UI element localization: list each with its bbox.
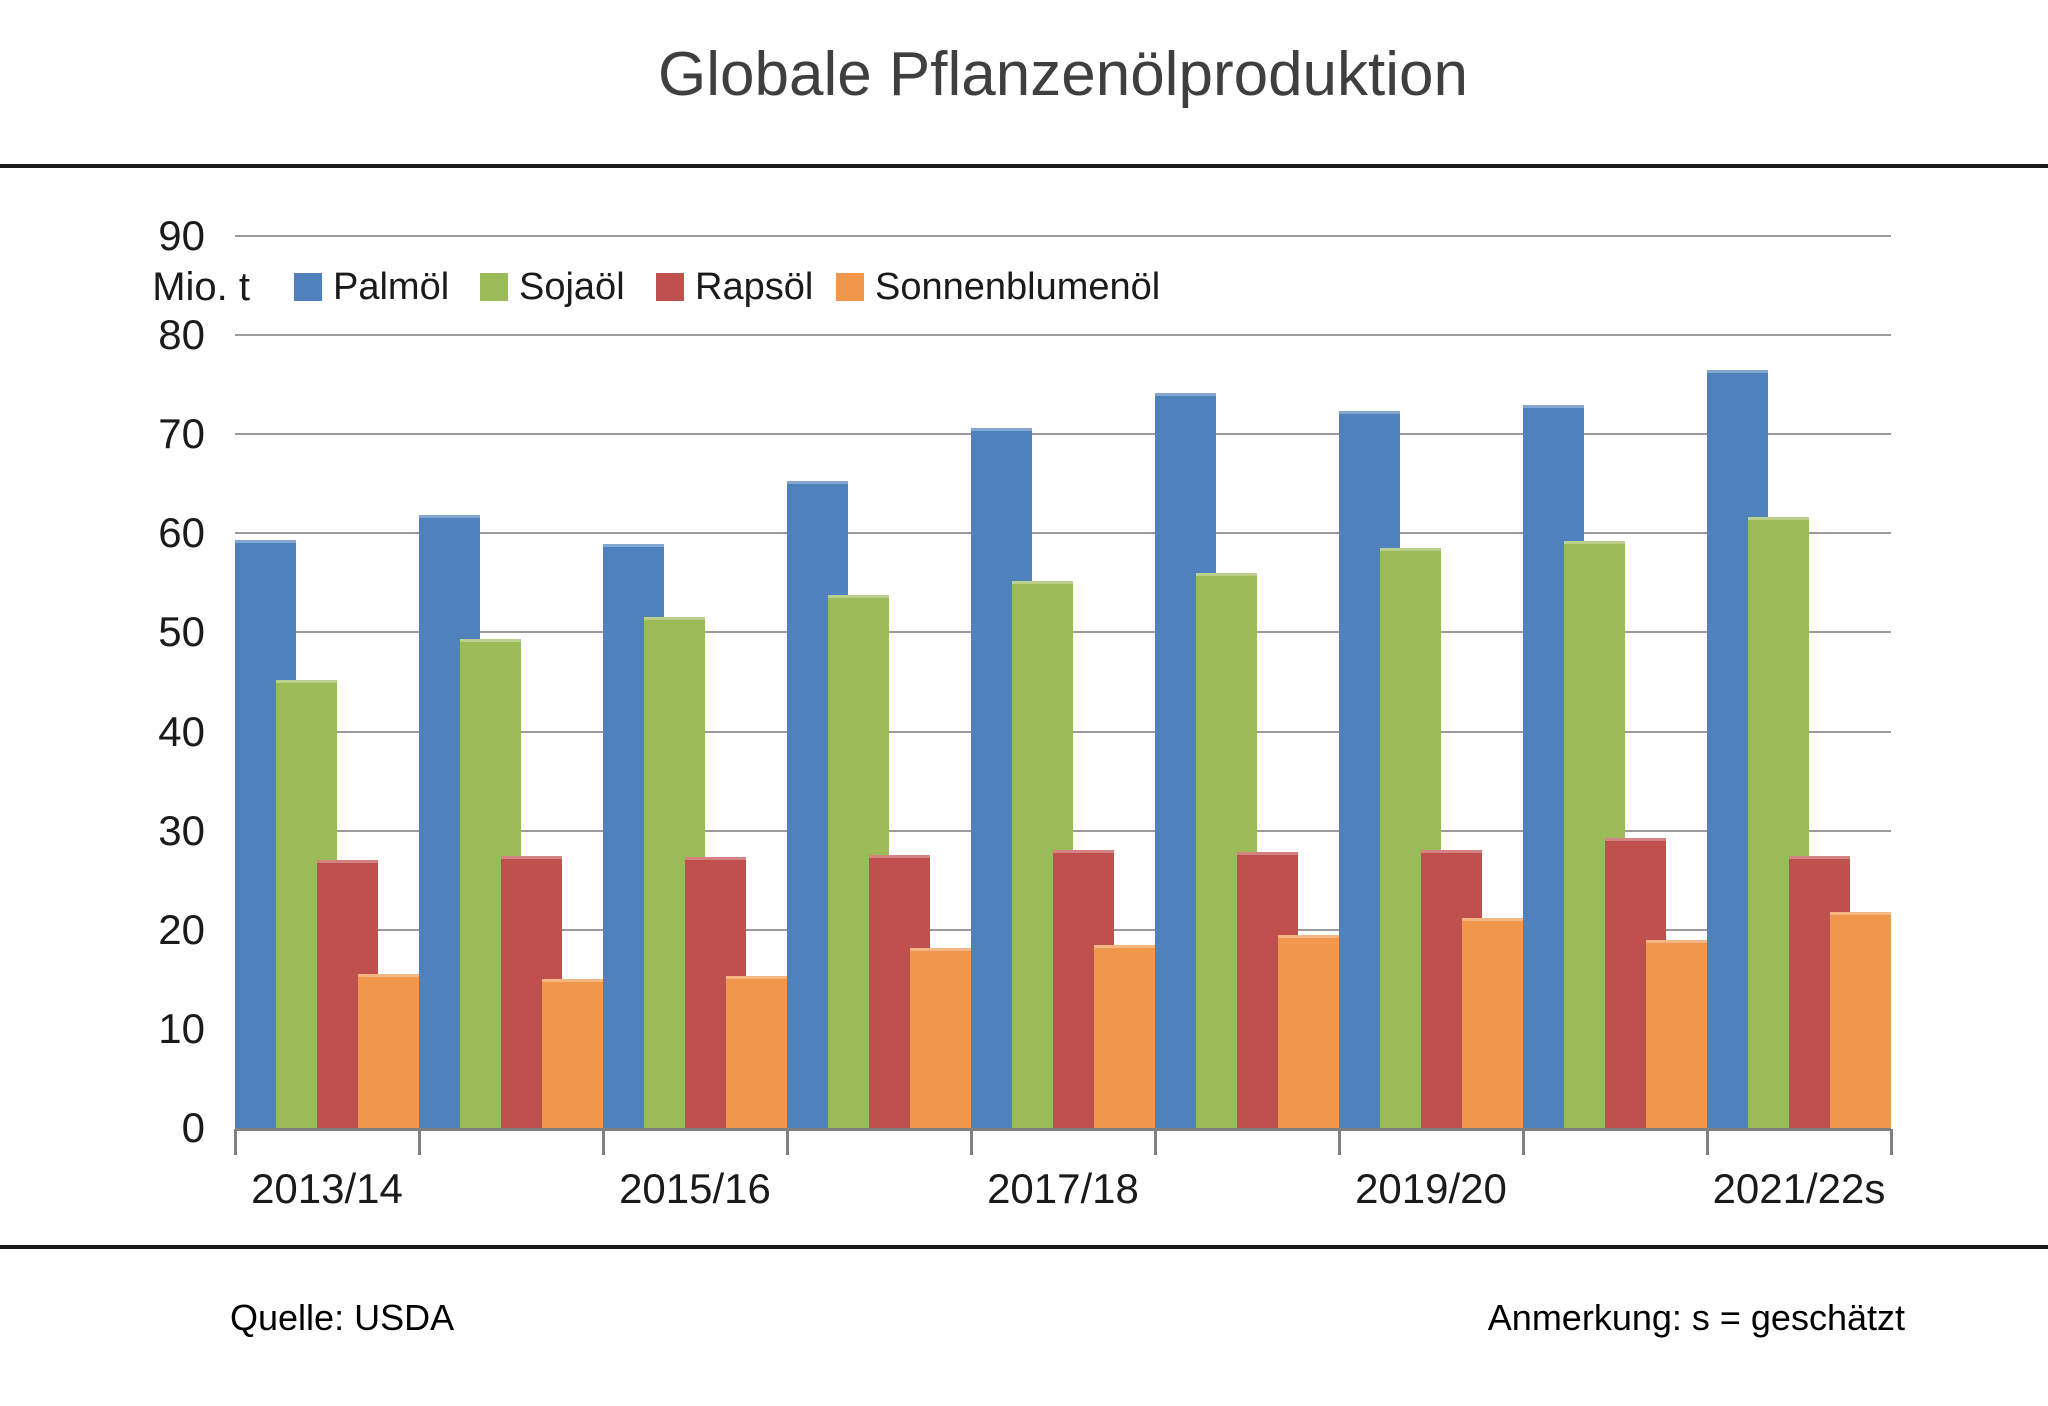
- x-axis-tick: [786, 1129, 789, 1155]
- x-axis-label-2017/18: 2017/18: [987, 1165, 1139, 1212]
- bar-Sonnenblumenöl-2021/22s: [1830, 911, 1891, 1128]
- legend-label-Sojaöl: Sojaöl: [519, 265, 625, 308]
- bar-Sonnenblumenöl-2014/15: [542, 979, 603, 1128]
- chart-title: Globale Pflanzenölproduktion: [658, 40, 1468, 109]
- x-axis-tick: [602, 1129, 605, 1155]
- y-axis-label-60: 60: [158, 509, 205, 557]
- y-axis-label-0: 0: [181, 1104, 205, 1151]
- y-axis-label-10: 10: [158, 1004, 205, 1052]
- plot-area: [234, 235, 1893, 1155]
- x-axis-label-2013/14: 2013/14: [251, 1165, 403, 1212]
- y-axis-label-50: 50: [158, 608, 205, 656]
- x-axis-label-2019/20: 2019/20: [1355, 1165, 1507, 1212]
- x-axis-tick: [1890, 1129, 1893, 1155]
- bottom-divider-line: [0, 1245, 2048, 1249]
- x-axis-tick: [418, 1129, 421, 1155]
- legend-label-Palmöl: Palmöl: [333, 265, 450, 308]
- legend-label-Rapsöl: Rapsöl: [695, 265, 814, 308]
- legend-swatch-Rapsöl: [656, 273, 684, 301]
- bar-Sonnenblumenöl-2019/20: [1462, 917, 1523, 1128]
- estimate-note: Anmerkung: s = geschätzt: [1487, 1297, 1905, 1338]
- x-axis-label-2015/16: 2015/16: [619, 1165, 771, 1212]
- bar-Sonnenblumenöl-2015/16: [726, 976, 787, 1128]
- y-axis-label-40: 40: [158, 707, 205, 755]
- bar-Sonnenblumenöl-2016/17: [910, 947, 971, 1128]
- y-axis-label-90: 90: [158, 212, 205, 259]
- bar-Sonnenblumenöl-2018/19: [1278, 934, 1339, 1128]
- gridline-70: [235, 433, 1891, 436]
- x-axis-tick: [1154, 1129, 1157, 1155]
- x-axis-tick: [1338, 1129, 1341, 1155]
- x-axis-label-2021/22s: 2021/22s: [1712, 1165, 1886, 1212]
- legend-swatch-Palmöl: [294, 273, 322, 301]
- legend-item-Sojaöl: Sojaöl: [480, 262, 625, 312]
- y-axis-label-30: 30: [158, 806, 205, 854]
- y-axis-label-20: 20: [158, 905, 205, 953]
- gridline-60: [235, 532, 1891, 535]
- gridline-90: [235, 235, 1891, 237]
- y-axis-label-80: 80: [158, 311, 205, 359]
- bar-Sonnenblumenöl-2013/14: [358, 974, 419, 1128]
- x-axis-tick: [234, 1129, 237, 1155]
- legend-item-Sonnenblumenöl: Sonnenblumenöl: [836, 262, 1160, 312]
- bar-Sonnenblumenöl-2017/18: [1094, 944, 1155, 1128]
- x-axis-tick: [1706, 1129, 1709, 1155]
- legend-swatch-Sojaöl: [480, 273, 508, 301]
- y-axis-unit-label: Mio. t: [152, 265, 250, 309]
- y-axis-label-70: 70: [158, 410, 205, 458]
- x-axis-tick: [1522, 1129, 1525, 1155]
- gridline-80: [235, 334, 1891, 337]
- legend-swatch-Sonnenblumenöl: [836, 273, 864, 301]
- x-axis-tick: [970, 1129, 973, 1155]
- bar-Sonnenblumenöl-2020/21: [1646, 939, 1707, 1128]
- legend-label-Sonnenblumenöl: Sonnenblumenöl: [875, 265, 1161, 308]
- top-divider-line: [0, 164, 2048, 168]
- source-note: Quelle: USDA: [230, 1297, 455, 1338]
- legend-item-Rapsöl: Rapsöl: [656, 262, 813, 312]
- legend-item-Palmöl: Palmöl: [294, 262, 449, 312]
